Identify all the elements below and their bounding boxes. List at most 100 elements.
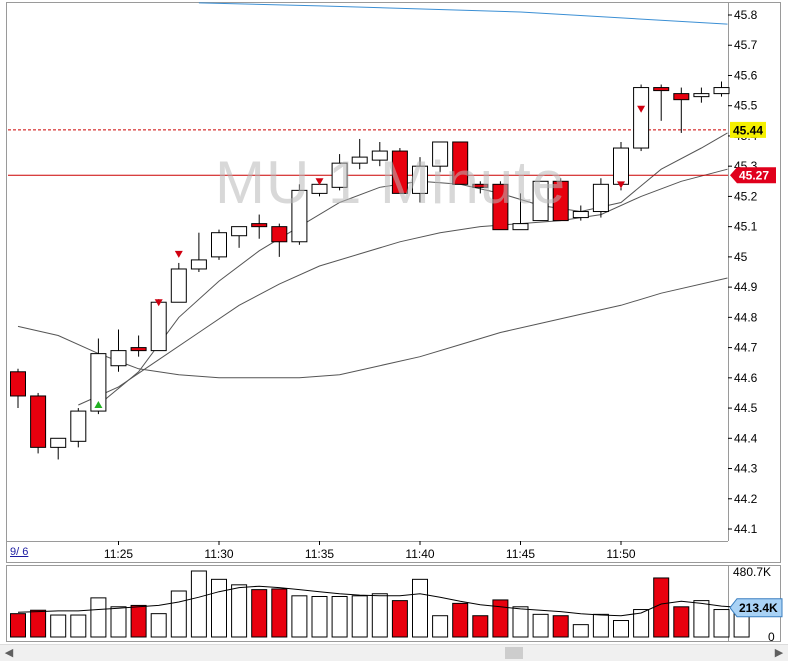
price-tag-label: 45.27: [739, 169, 769, 183]
candle-body: [70, 410, 87, 442]
price-tick-label: 44.2: [734, 492, 758, 506]
volume-average-line: [17, 585, 742, 617]
price-panel-border: [6, 2, 781, 563]
candle-body: [432, 141, 449, 167]
volume-bar: [391, 600, 408, 638]
scroll-right-arrow-icon[interactable]: ▶: [774, 647, 784, 659]
candle: [150, 299, 167, 352]
volume-bar: [110, 606, 127, 638]
volume-bar: [412, 578, 428, 638]
volume-bar: [271, 588, 288, 638]
volume-bar: [251, 589, 268, 638]
candlesticks: [10, 81, 730, 460]
price-line-tag: [730, 167, 776, 184]
candle-body: [231, 226, 248, 237]
volume-bar: [130, 604, 147, 638]
time-axis: 11:25 11:30 11:35 11:40 11:45 11:50: [104, 541, 636, 561]
candle: [10, 368, 26, 409]
candle-body: [211, 232, 227, 258]
candle: [432, 141, 449, 173]
price-tag-label: 45.44: [733, 123, 763, 137]
candle-body: [673, 93, 690, 101]
volume-bar: [613, 620, 629, 638]
volume-bar: [432, 615, 449, 638]
volume-bar: [331, 595, 348, 638]
scroll-left-arrow-icon[interactable]: ◀: [4, 647, 14, 659]
candle-body: [653, 87, 670, 92]
candle: [512, 193, 529, 231]
candle: [653, 84, 670, 121]
candle: [452, 141, 469, 185]
candle: [592, 178, 609, 218]
moving-average-1: [17, 277, 728, 379]
volume-bar: [311, 595, 328, 638]
time-tick-label: 11:30: [204, 547, 233, 561]
candle-body: [492, 183, 509, 231]
volume-last-label: 213.4K: [739, 601, 778, 615]
volume-max-label: 480.7K: [733, 565, 771, 579]
candle-body: [110, 350, 127, 367]
candle-body: [412, 165, 428, 194]
candle-body: [512, 223, 529, 231]
candle-body: [552, 180, 569, 222]
volume-bar: [211, 578, 227, 638]
candle-body: [190, 259, 207, 270]
time-tick-label: 11:50: [606, 547, 635, 561]
candle: [251, 214, 268, 239]
volume-bar: [693, 600, 710, 638]
candle: [713, 81, 730, 97]
candle-body: [693, 93, 710, 98]
candle: [30, 392, 47, 454]
candle-body: [532, 180, 549, 222]
volume-bar: [532, 613, 549, 638]
buy-signal-marker: [94, 401, 103, 409]
candle-body: [311, 183, 328, 194]
candle-body: [251, 223, 268, 228]
candle: [371, 141, 388, 167]
last-price-tag: [730, 121, 766, 138]
volume-bar: [673, 606, 690, 638]
volume-bar: [10, 613, 26, 638]
candle-body: [351, 156, 368, 164]
candle-body: [633, 87, 650, 149]
volume-bar: [70, 614, 87, 638]
candle: [472, 181, 489, 194]
price-tick-label: 44.7: [734, 341, 758, 355]
volume-bar: [592, 613, 609, 638]
price-tags: 45.44 45.27 213.4K: [729, 121, 783, 618]
volume-bar: [190, 570, 207, 638]
candle-body: [170, 268, 187, 303]
volume-bar: [90, 597, 107, 638]
candle-body: [613, 147, 629, 185]
candle: [693, 87, 710, 103]
candle-body: [10, 371, 26, 397]
volume-bar: [351, 595, 368, 638]
price-lines: [8, 129, 728, 176]
candle-body: [30, 395, 47, 448]
volume-bar: [713, 609, 730, 638]
candle: [130, 335, 147, 357]
horizontal-scrollbar[interactable]: ◀ ▶: [0, 644, 788, 661]
volume-bar: [492, 599, 509, 638]
price-tick-label: 44.4: [734, 431, 758, 445]
volume-zero-label: 0: [768, 630, 775, 644]
candle: [391, 148, 408, 194]
sell-signal-marker: [154, 299, 163, 307]
candle: [412, 157, 428, 203]
volume-bar: [50, 614, 67, 638]
volume-bar: [452, 602, 469, 638]
volume-bar: [291, 595, 308, 638]
candle-body: [271, 226, 288, 243]
price-tick-label: 45.8: [734, 8, 758, 22]
sell-signal-marker: [637, 105, 646, 113]
volume-bar: [150, 613, 167, 638]
candle: [311, 183, 328, 197]
volume-last-tag: [729, 598, 783, 618]
candle: [492, 181, 509, 231]
price-tick-label: 45.7: [734, 38, 758, 52]
scroll-thumb[interactable]: [505, 647, 523, 659]
candle: [633, 84, 650, 152]
price-tick-label: 45.2: [734, 189, 758, 203]
price-tick-label: 45.5: [734, 99, 758, 113]
